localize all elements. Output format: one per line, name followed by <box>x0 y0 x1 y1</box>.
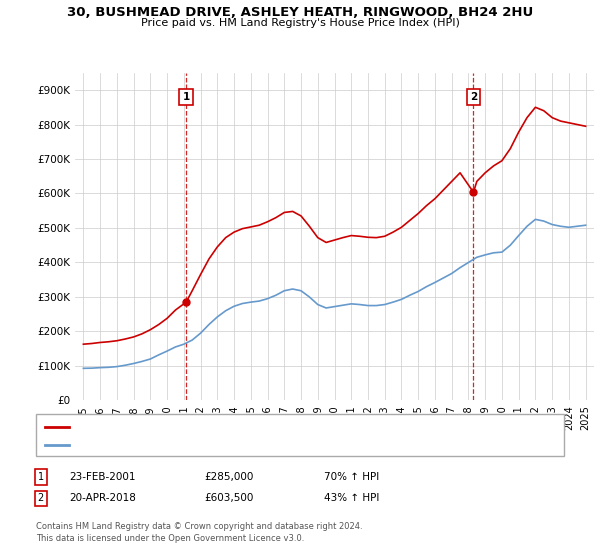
Text: 70% ↑ HPI: 70% ↑ HPI <box>324 472 379 482</box>
Text: 30, BUSHMEAD DRIVE, ASHLEY HEATH, RINGWOOD, BH24 2HU (detached house): 30, BUSHMEAD DRIVE, ASHLEY HEATH, RINGWO… <box>73 422 437 432</box>
Text: 2: 2 <box>38 493 44 503</box>
Text: 20-APR-2018: 20-APR-2018 <box>69 493 136 503</box>
Text: £603,500: £603,500 <box>204 493 253 503</box>
Text: Price paid vs. HM Land Registry's House Price Index (HPI): Price paid vs. HM Land Registry's House … <box>140 18 460 28</box>
Text: 23-FEB-2001: 23-FEB-2001 <box>69 472 136 482</box>
Text: HPI: Average price, detached house, Dorset: HPI: Average price, detached house, Dors… <box>73 440 271 449</box>
Text: 30, BUSHMEAD DRIVE, ASHLEY HEATH, RINGWOOD, BH24 2HU: 30, BUSHMEAD DRIVE, ASHLEY HEATH, RINGWO… <box>67 6 533 18</box>
Text: 1: 1 <box>38 472 44 482</box>
Text: £285,000: £285,000 <box>204 472 253 482</box>
Text: Contains HM Land Registry data © Crown copyright and database right 2024.
This d: Contains HM Land Registry data © Crown c… <box>36 522 362 543</box>
Text: 2: 2 <box>470 92 477 102</box>
Text: 1: 1 <box>182 92 190 102</box>
Text: 43% ↑ HPI: 43% ↑ HPI <box>324 493 379 503</box>
